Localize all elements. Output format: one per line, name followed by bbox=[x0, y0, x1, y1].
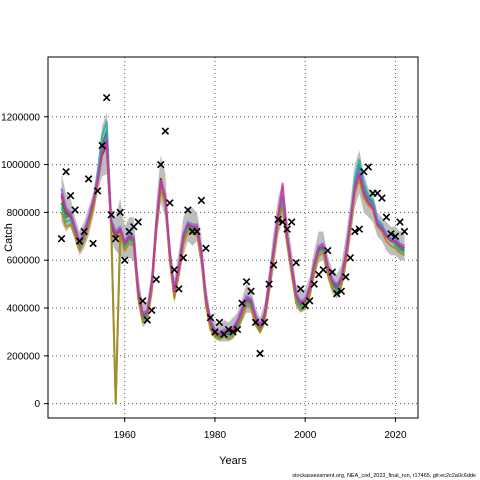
observed-point bbox=[157, 160, 165, 169]
observed-point bbox=[296, 285, 305, 293]
observed-point bbox=[175, 285, 183, 293]
observed-point bbox=[215, 318, 224, 327]
observed-point bbox=[269, 261, 278, 269]
observed-point bbox=[305, 297, 314, 305]
observed-point bbox=[378, 194, 386, 202]
observed-point bbox=[260, 318, 269, 327]
observed-points bbox=[57, 93, 409, 358]
observed-point bbox=[323, 246, 332, 255]
observed-point bbox=[342, 273, 350, 281]
observed-point bbox=[197, 196, 206, 205]
observed-point bbox=[206, 313, 215, 322]
observed-point bbox=[166, 199, 174, 207]
y-tick-label: 1000000 bbox=[1, 160, 40, 171]
observed-point bbox=[75, 237, 84, 245]
x-tick-label: 1960 bbox=[114, 430, 137, 441]
observed-point bbox=[102, 93, 111, 102]
observed-point bbox=[292, 258, 300, 267]
series-lines bbox=[60, 120, 405, 405]
observed-point bbox=[247, 287, 255, 296]
y-axis-label: Catch bbox=[3, 223, 15, 252]
plot-frame bbox=[47, 56, 419, 419]
observed-point bbox=[337, 287, 346, 296]
observed-point bbox=[233, 325, 242, 334]
observed-point bbox=[364, 163, 373, 171]
observed-point bbox=[211, 328, 219, 336]
observed-point bbox=[229, 328, 237, 336]
observed-point bbox=[355, 225, 364, 233]
observed-point bbox=[319, 266, 328, 274]
observed-point bbox=[98, 141, 106, 150]
observed-point bbox=[111, 234, 120, 243]
x-tick-label: 2020 bbox=[384, 430, 407, 441]
y-axis: 0 200000 400000 600000 800000 1000000 1200000 bbox=[1, 112, 48, 410]
grid bbox=[48, 57, 418, 418]
observed-point bbox=[351, 227, 359, 236]
uncertainty-band bbox=[61, 112, 405, 342]
observed-point bbox=[184, 206, 192, 214]
observed-point bbox=[89, 239, 97, 248]
observed-point bbox=[80, 227, 88, 236]
observed-point bbox=[265, 280, 273, 288]
x-tick-label: 2000 bbox=[294, 430, 317, 441]
x-axis-label: Years bbox=[219, 455, 247, 467]
observed-point bbox=[84, 175, 93, 183]
observed-point bbox=[382, 213, 391, 221]
observed-point bbox=[287, 218, 296, 226]
observed-point bbox=[138, 297, 147, 305]
observed-point bbox=[251, 318, 260, 327]
observed-point bbox=[134, 218, 143, 226]
observed-point bbox=[107, 211, 115, 219]
observed-point bbox=[283, 225, 291, 233]
observed-point bbox=[193, 227, 201, 236]
observed-point bbox=[148, 306, 156, 315]
observed-point bbox=[66, 191, 75, 200]
observed-point bbox=[152, 275, 161, 284]
observed-point bbox=[256, 349, 264, 358]
x-axis: 1960 1980 2000 2020 bbox=[114, 418, 407, 441]
observed-point bbox=[57, 234, 66, 243]
observed-point bbox=[387, 230, 395, 238]
observed-point bbox=[396, 218, 404, 226]
series-line bbox=[60, 139, 405, 336]
observed-point bbox=[274, 215, 282, 224]
observed-point bbox=[391, 232, 400, 241]
observed-point bbox=[242, 277, 251, 286]
y-tick-label: 600000 bbox=[7, 256, 41, 267]
observed-point bbox=[170, 266, 179, 274]
y-tick-label: 200000 bbox=[7, 351, 41, 362]
observed-point bbox=[62, 167, 70, 176]
observed-point bbox=[71, 206, 79, 214]
observed-point bbox=[116, 208, 124, 217]
y-tick-label: 400000 bbox=[7, 304, 41, 315]
observed-point bbox=[238, 299, 246, 308]
observed-point bbox=[224, 325, 233, 334]
observed-point bbox=[179, 254, 188, 262]
observed-point bbox=[143, 316, 152, 324]
observed-point bbox=[346, 254, 355, 262]
confidence-band bbox=[61, 112, 405, 342]
observed-point bbox=[278, 218, 287, 226]
y-tick-label: 0 bbox=[34, 399, 40, 410]
observed-point bbox=[202, 244, 210, 253]
observed-point bbox=[328, 268, 337, 276]
observed-point bbox=[93, 187, 102, 195]
source-caption: stockassessment.org, NEA_cod_2023_final_… bbox=[292, 473, 476, 479]
x-tick-label: 1980 bbox=[204, 430, 227, 441]
y-tick-label: 800000 bbox=[7, 208, 41, 219]
observed-point bbox=[120, 256, 129, 264]
observed-point bbox=[310, 280, 318, 288]
observed-point bbox=[333, 289, 341, 298]
observed-point bbox=[400, 227, 409, 236]
y-tick-label: 1200000 bbox=[1, 112, 40, 123]
observed-point bbox=[161, 127, 170, 135]
